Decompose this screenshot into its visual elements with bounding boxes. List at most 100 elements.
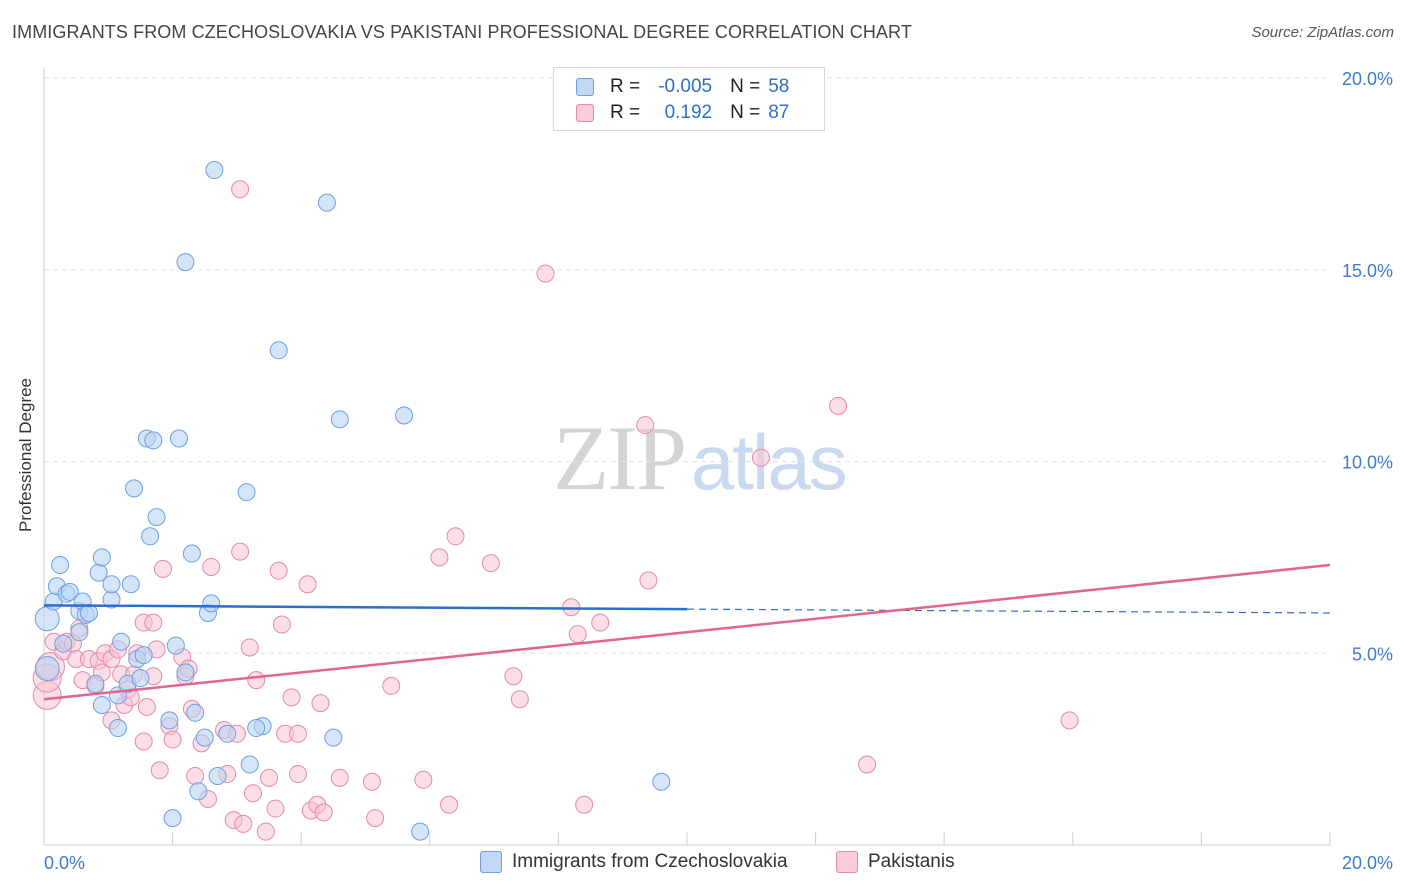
correlation-legend: R = -0.005 N = 58 R = 0.192 N = 87 [553,67,825,131]
bottom-legend-label-pakistanis: Pakistanis [868,851,955,872]
czechoslovakia-trendline [43,604,688,611]
czechoslovakia-point [34,656,60,682]
czechoslovakia-point [70,623,89,642]
legend-r-label: R = [610,76,641,97]
bottom-legend-czechoslovakia[interactable]: Immigrants from Czechoslovakia [480,851,788,873]
pakistanis-point [266,799,285,818]
y-tick-label: 15.0% [1342,261,1393,281]
pakistanis-point [256,822,275,841]
czechoslovakia-point [186,703,205,722]
pakistanis-point [231,180,250,199]
pakistanis-point [446,527,465,546]
pakistanis-point [247,671,266,690]
pakistanis-point [382,676,401,695]
czechoslovakia-point [92,548,111,567]
legend-row-pakistanis: R = 0.192 N = 87 [576,101,789,125]
y-tick-label: 5.0% [1352,644,1393,664]
czechoslovakia-point [147,508,166,527]
pakistanis-point [153,559,172,578]
czechoslovakia-point [247,719,266,738]
legend-r-value-pakistanis: 0.192 [664,102,713,123]
bottom-legend-label-czechoslovakia: Immigrants from Czechoslovakia [512,851,788,872]
pakistanis-point [751,448,770,467]
pakistanis-point [202,557,221,576]
pakistanis-point [510,690,529,709]
pakistanis-point [366,809,385,828]
czechoslovakia-point [102,575,121,594]
bottom-legend-swatch-blue [480,851,502,873]
czechoslovakia-point [652,772,671,791]
czechoslovakia-point [51,556,70,575]
pakistanis-point [636,416,655,435]
pakistanis-point [481,554,500,573]
czechoslovakia-point [160,711,179,730]
legend-row-czechoslovakia: R = -0.005 N = 58 [576,75,789,99]
pakistanis-point [288,765,307,784]
czechoslovakia-point [218,724,237,743]
pakistanis-point [440,795,459,814]
pakistanis-point [282,688,301,707]
pakistanis-point [272,615,291,634]
czechoslovakia-trendline-extension [686,608,1331,614]
pakistanis-point [639,571,658,590]
legend-n-label: N = [730,102,761,123]
legend-r-label: R = [610,102,641,123]
czechoslovakia-point [163,809,182,828]
czechoslovakia-point [176,253,195,272]
pakistanis-point [137,697,156,716]
x-tick-label: 20.0% [1342,853,1393,873]
pakistanis-point [575,795,594,814]
pakistanis-trendline [43,563,1331,701]
pakistanis-point [314,803,333,822]
chart-title: IMMIGRANTS FROM CZECHOSLOVAKIA VS PAKIST… [12,22,912,42]
czechoslovakia-point [108,719,127,738]
czechoslovakia-point [112,632,131,651]
czechoslovakia-point [131,669,150,688]
czechoslovakia-point [317,193,336,212]
pakistanis-point [504,667,523,686]
czechoslovakia-point [324,728,343,747]
czechoslovakia-point [92,696,111,715]
czechoslovakia-point [330,410,349,429]
czechoslovakia-point [34,606,60,632]
czechoslovakia-point [189,782,208,801]
czechoslovakia-point [182,544,201,563]
czechoslovakia-point [60,582,79,601]
czechoslovakia-point [176,663,195,682]
czechoslovakia-point [121,575,140,594]
y-tick-label: 10.0% [1342,453,1393,473]
pakistanis-point [430,548,449,567]
pakistanis-point [234,814,253,833]
czechoslovakia-point [205,161,224,180]
czechoslovakia-point [144,431,163,450]
pakistanis-point [163,730,182,749]
pakistanis-point [568,625,587,644]
czechoslovakia-point [237,483,256,502]
pakistanis-point [288,724,307,743]
source-credit: Source: ZipAtlas.com [1251,24,1394,41]
czechoslovakia-point [166,636,185,655]
legend-swatch-pink [576,104,594,122]
czechoslovakia-point [54,634,73,653]
pakistanis-point [1060,711,1079,730]
pakistanis-point [536,264,555,283]
czechoslovakia-point [170,429,189,448]
czechoslovakia-point [240,755,259,774]
legend-swatch-blue [576,78,594,96]
pakistanis-point [269,561,288,580]
czechoslovakia-point [395,406,414,425]
czechoslovakia-point [202,594,221,613]
czechoslovakia-point [195,728,214,747]
y-tick-label: 20.0% [1342,69,1393,89]
pakistanis-point [311,694,330,713]
czechoslovakia-point [125,479,144,498]
bottom-legend-pakistanis[interactable]: Pakistanis [836,851,955,873]
czechoslovakia-point [141,527,160,546]
czechoslovakia-point [134,646,153,665]
czechoslovakia-point [86,674,105,693]
pakistanis-point [260,768,279,787]
pakistanis-point [858,755,877,774]
pakistanis-point [330,768,349,787]
pakistanis-point [134,732,153,751]
